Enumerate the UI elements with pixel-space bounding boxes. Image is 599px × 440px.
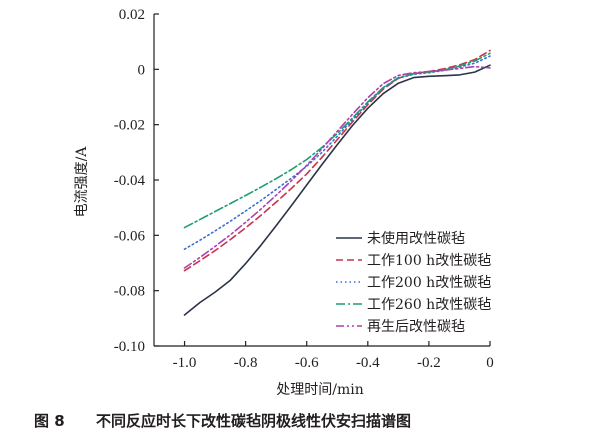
series-line [183, 52, 491, 229]
x-tick-label: -1.0 [173, 355, 197, 371]
legend-entry: 工作100 h改性碳毡 [367, 253, 491, 269]
series-line [183, 49, 491, 272]
legend-entry: 工作200 h改性碳毡 [367, 275, 491, 291]
x-tick-label: -0.8 [234, 355, 258, 371]
caption-text: 不同反应时长下改性碳毡阴极线性伏安扫描谱图 [96, 412, 411, 430]
y-tick-label: -0.10 [114, 339, 145, 355]
x-tick-label: 0 [486, 355, 494, 371]
legend-entry: 工作260 h改性碳毡 [367, 297, 491, 313]
y-tick-label: 0.02 [119, 7, 145, 23]
axes: 0.02 0 -0.02 -0.04 -0.06 -0.08 -0.10 -1.0 -0.8 -0… [114, 7, 494, 371]
x-tick-label: -0.4 [356, 355, 380, 371]
y-tick-label: -0.06 [114, 228, 146, 244]
y-tick-label: -0.02 [114, 118, 145, 134]
series-line [183, 55, 491, 250]
series-line [183, 64, 491, 316]
caption-number: 图 8 [34, 412, 65, 430]
legend-entry: 未使用改性碳毡 [367, 230, 465, 247]
y-axis-title: 电流强度/A [74, 146, 90, 218]
x-tick-label: -0.6 [295, 355, 319, 371]
series-line [183, 65, 491, 269]
y-tick-label: 0 [138, 62, 146, 78]
y-tick-label: -0.08 [114, 284, 145, 300]
x-tick-label: -0.2 [417, 355, 441, 371]
legend-entry: 再生后改性碳毡 [367, 319, 465, 335]
series-lines [183, 49, 491, 316]
figure-caption: 图 8 不同反应时长下改性碳毡阴极线性伏安扫描谱图 [34, 412, 411, 430]
y-tick-label: -0.04 [114, 173, 146, 189]
x-axis-title: 处理时间/min [276, 382, 364, 398]
